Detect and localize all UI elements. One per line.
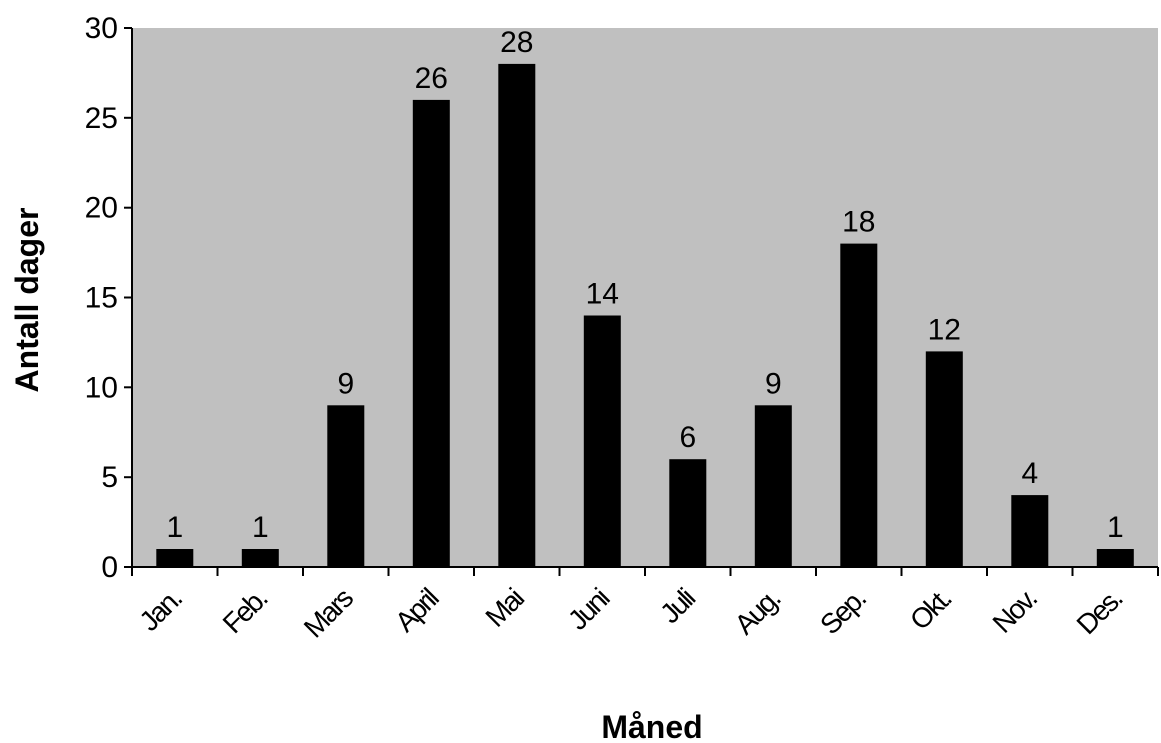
data-label: 28 — [500, 26, 533, 59]
data-label: 1 — [1107, 511, 1124, 544]
bar — [412, 99, 450, 568]
data-label: 6 — [679, 421, 696, 454]
plot-area — [132, 28, 1158, 567]
x-tick-label: Sep. — [814, 583, 871, 640]
bar — [840, 243, 878, 567]
bar — [925, 351, 963, 567]
x-tick-label: Nov. — [987, 583, 1043, 639]
bar — [156, 549, 194, 567]
y-tick-label: 20 — [85, 192, 118, 225]
data-labels-group: 1 1 9 26 28 14 6 9 18 12 4 1 — [166, 26, 1123, 544]
data-label: 18 — [842, 206, 875, 239]
bar — [1011, 495, 1049, 567]
data-label: 4 — [1021, 457, 1038, 490]
bar — [498, 63, 536, 568]
y-ticks-group: 0 5 10 15 20 25 30 — [85, 12, 132, 584]
x-tick-label: Feb. — [217, 583, 273, 639]
y-tick-label: 15 — [85, 282, 118, 315]
y-tick-label: 25 — [85, 102, 118, 135]
x-tick-label: Mars — [298, 583, 359, 644]
bar — [1096, 549, 1134, 567]
bar — [669, 459, 707, 567]
data-label: 1 — [166, 511, 183, 544]
y-tick-label: 10 — [85, 371, 118, 404]
data-label: 14 — [586, 278, 619, 311]
data-label: 9 — [765, 367, 782, 400]
y-axis-title: Antall dager — [9, 208, 45, 393]
data-label: 1 — [252, 511, 269, 544]
x-tick-label: Juni — [562, 583, 615, 636]
data-label: 9 — [337, 367, 354, 400]
x-tick-label: Aug. — [729, 583, 786, 640]
x-tick-label: Okt. — [904, 583, 957, 636]
x-tick-label: Juli — [654, 583, 701, 630]
x-tick-label: Des. — [1071, 583, 1128, 640]
y-tick-label: 0 — [101, 551, 118, 584]
bar — [241, 549, 279, 567]
x-tick-label: April — [389, 583, 444, 638]
y-tick-label: 5 — [101, 461, 118, 494]
bar — [754, 405, 792, 567]
bars-group — [156, 63, 1134, 568]
x-ticks-group: Jan. Feb. Mars April Mai Juni Juli Aug. Sep. Okt.… — [131, 567, 1159, 644]
x-tick-label: Mai — [479, 583, 529, 633]
data-label: 12 — [928, 313, 961, 346]
bar — [327, 405, 365, 567]
x-tick-label: Jan. — [133, 583, 187, 637]
data-label: 26 — [415, 62, 448, 95]
x-axis-title: Måned — [601, 709, 702, 743]
y-tick-label: 30 — [85, 12, 118, 45]
bar — [583, 315, 621, 567]
